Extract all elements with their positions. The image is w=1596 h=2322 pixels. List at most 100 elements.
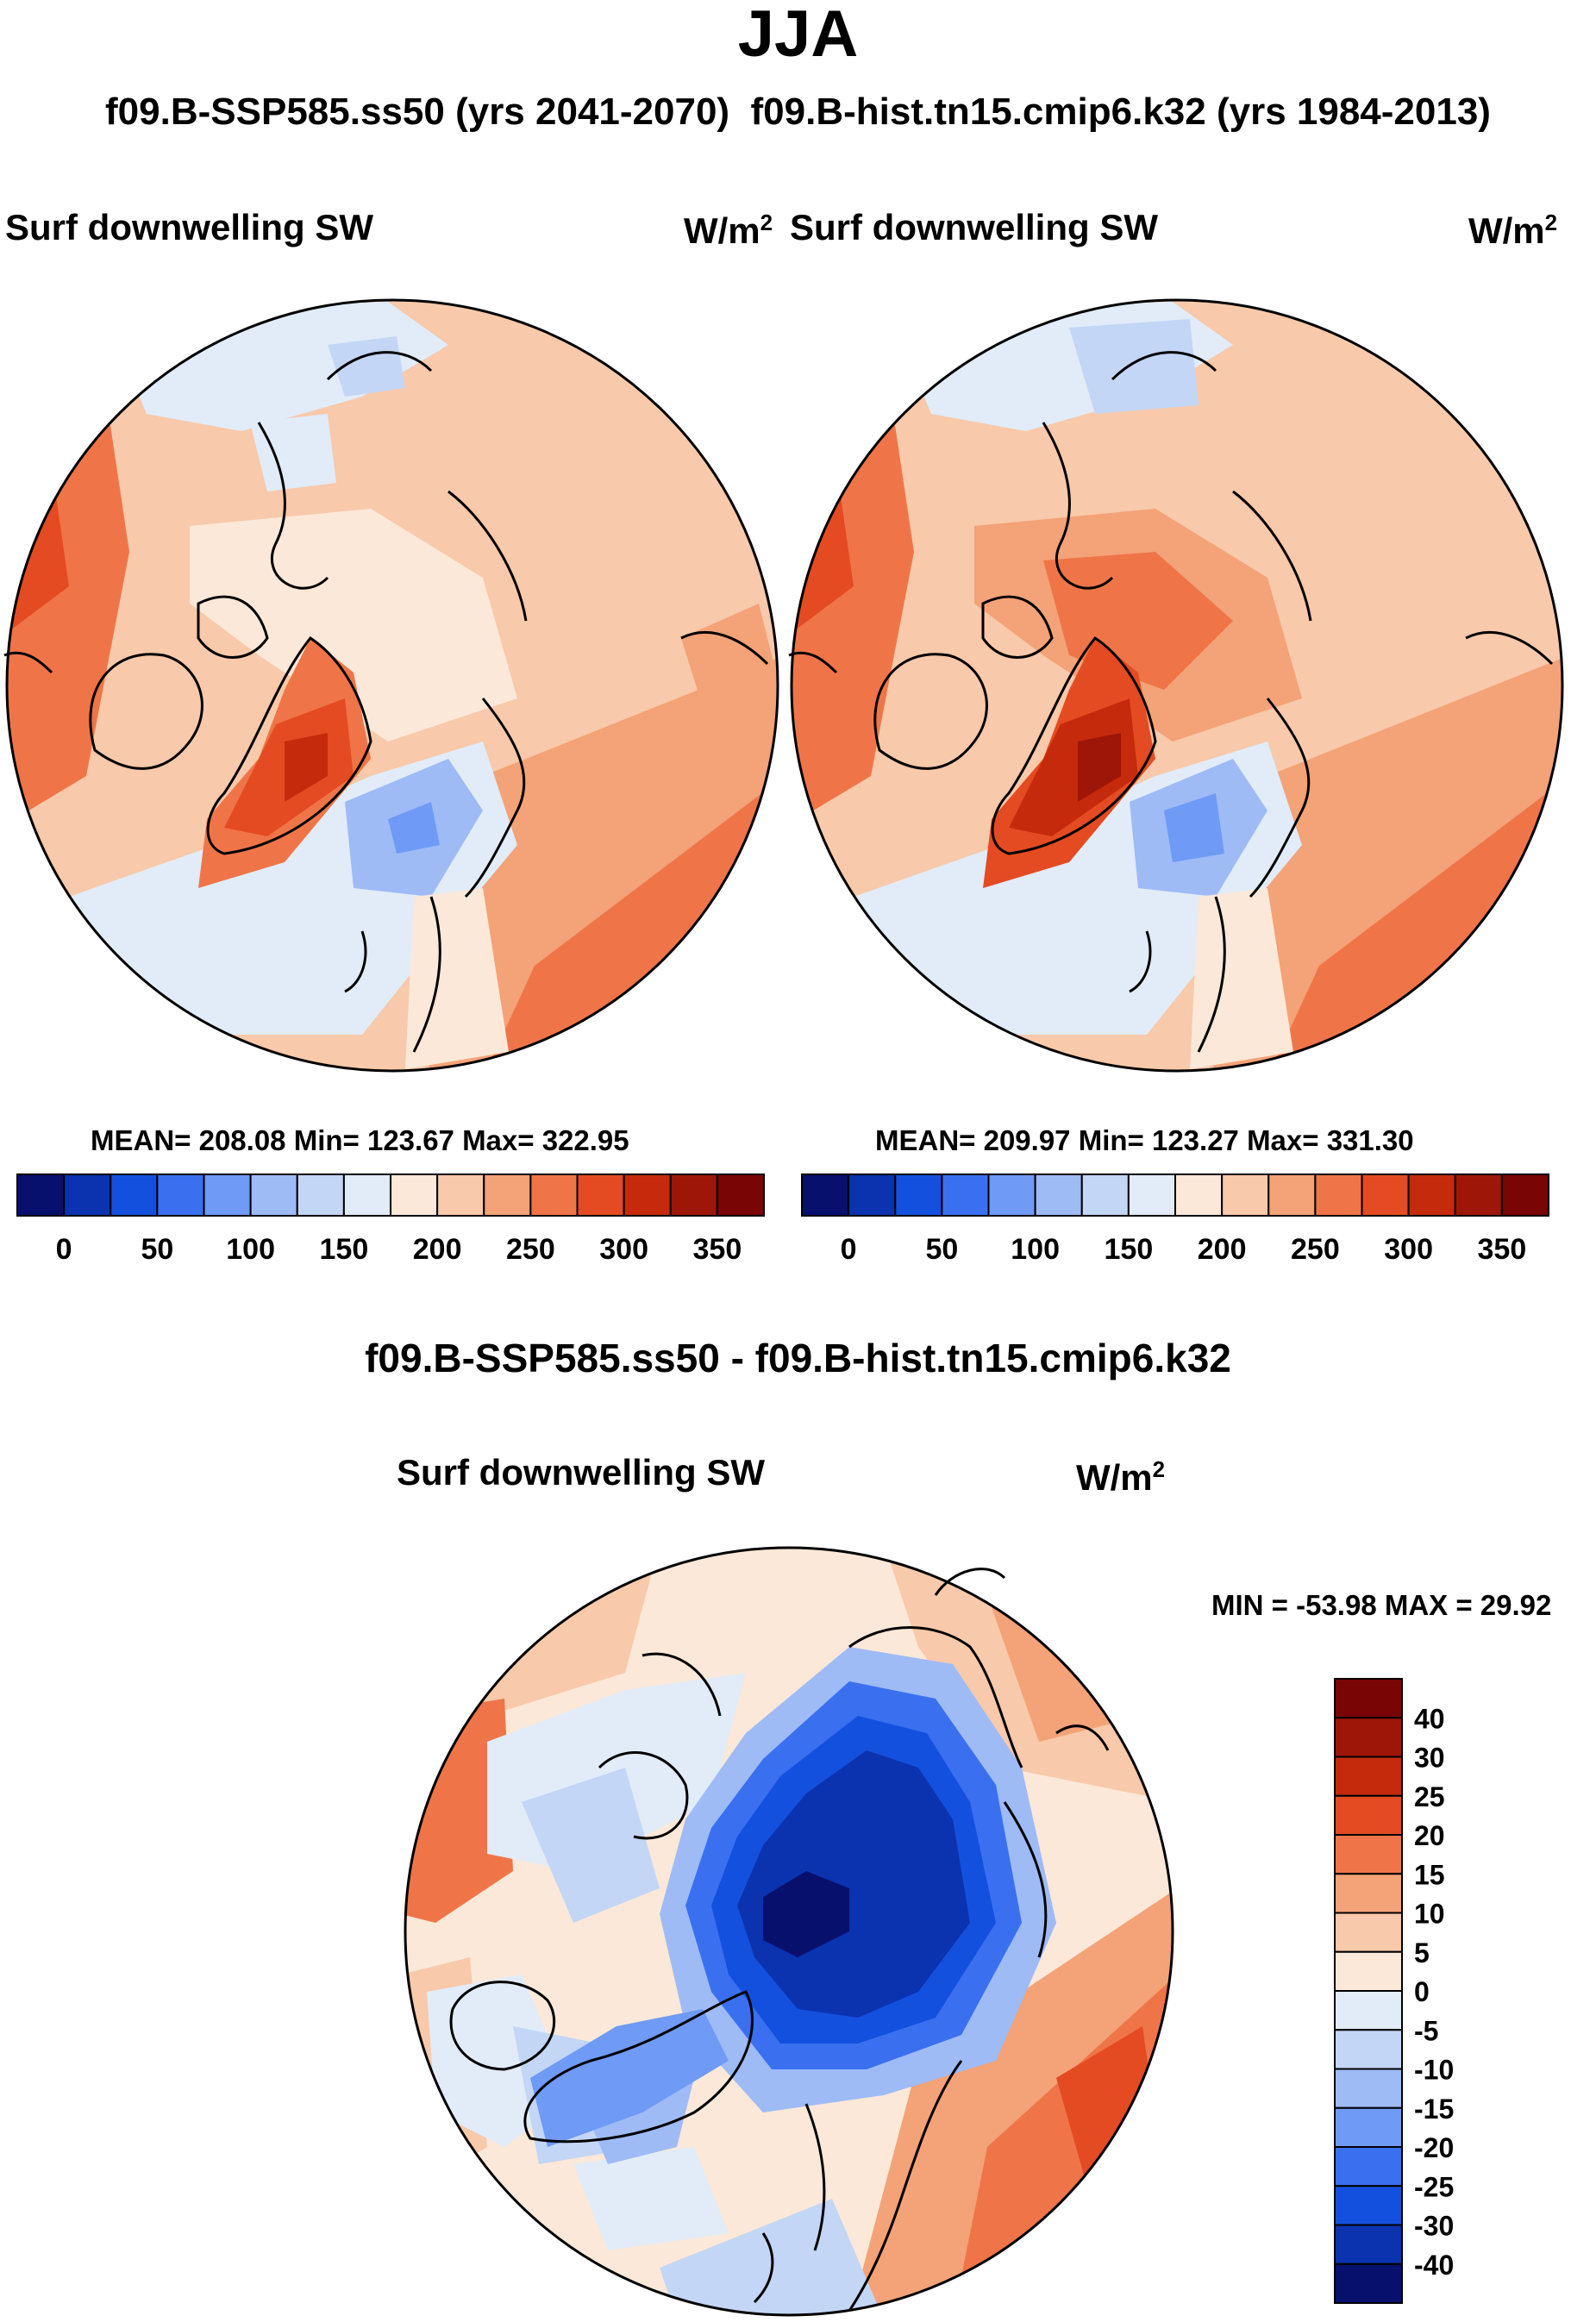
map1-field — [7, 300, 778, 1071]
header-left-case: f09.B-SSP585.ss50 (yrs 2041-2070) — [105, 91, 730, 133]
colorbar-tick-label: 10 — [1414, 1899, 1445, 1930]
figure-header: f09.B-SSP585.ss50 (yrs 2041-2070) f09.B-… — [0, 90, 1596, 135]
colorbar-swatch — [342, 1174, 391, 1217]
colorbar-swatch — [1500, 1174, 1549, 1217]
colorbar-tick-label: -20 — [1414, 2132, 1454, 2163]
colorbar-tick-label: 50 — [141, 1233, 173, 1266]
colorbar-tick-label: 30 — [1414, 1743, 1445, 1774]
colorbar-tick-label: 200 — [1198, 1233, 1247, 1266]
panel2-units: W/m2 — [1468, 210, 1558, 251]
colorbar-swatch — [1127, 1174, 1176, 1217]
map1-boundary — [5, 298, 779, 1073]
colorbar-panel2: 0 50 100 150 200 250 300 350 — [801, 1174, 1549, 1266]
colorbar-tick-label: 350 — [1478, 1233, 1527, 1266]
colorbar-swatch — [1221, 1174, 1270, 1217]
map1-coastlines — [3, 351, 769, 1053]
colorbar-swatch — [576, 1174, 625, 1217]
colorbar-swatch — [716, 1174, 765, 1217]
colorbar-swatch — [1334, 1834, 1403, 1875]
colorbar-swatch — [390, 1174, 439, 1217]
colorbar-swatch — [1080, 1174, 1130, 1217]
colorbar-swatch — [203, 1174, 252, 1217]
colorbar-swatch — [669, 1174, 718, 1217]
map-panel2 — [788, 298, 1564, 1073]
colorbar-tick-label: -10 — [1414, 2055, 1454, 2086]
colorbar-tick-label: 150 — [320, 1233, 369, 1266]
colorbar-tick-label: 100 — [226, 1233, 275, 1266]
colorbar-swatch — [1334, 1950, 1403, 1992]
colorbar-tick-label: 300 — [1384, 1233, 1433, 1266]
colorbar-swatch — [1334, 2185, 1403, 2226]
map3-boundary — [404, 1546, 1174, 2317]
colorbar-swatch — [1407, 1174, 1456, 1217]
difference-title: f09.B-SSP585.ss50 - f09.B-hist.tn15.cmip… — [365, 1336, 1231, 1380]
colorbar-swatch — [296, 1174, 345, 1217]
colorbar-tick-label: -15 — [1414, 2094, 1454, 2125]
map2-coastlines — [788, 351, 1554, 1053]
colorbar-swatch — [156, 1174, 205, 1217]
colorbar-tick-label: 0 — [1414, 1976, 1430, 2007]
colorbar-swatch — [1454, 1174, 1503, 1217]
colorbar-swatch — [1314, 1174, 1363, 1217]
panel2-stats: MEAN= 209.97 Min= 123.27 Max= 331.30 — [875, 1124, 1414, 1156]
colorbar-swatch — [249, 1174, 298, 1217]
colorbar-swatch — [1334, 1912, 1403, 1953]
colorbar-tick-label: 150 — [1105, 1233, 1154, 1266]
colorbar-tick-label: 0 — [56, 1233, 72, 1266]
colorbar-swatch — [1267, 1174, 1317, 1217]
colorbar-swatch — [1361, 1174, 1410, 1217]
colorbar-swatch — [1334, 2106, 1403, 2148]
colorbar-swatch — [1334, 2263, 1403, 2304]
colorbar-swatch — [848, 1174, 897, 1217]
colorbar-swatch — [1334, 1678, 1403, 1719]
colorbar-tick-label: 15 — [1414, 1859, 1445, 1890]
colorbar-swatch — [63, 1174, 112, 1217]
colorbar-swatch — [941, 1174, 990, 1217]
colorbar-swatch — [894, 1174, 943, 1217]
colorbar-swatch — [483, 1174, 532, 1217]
colorbar-tick-label: 250 — [1291, 1233, 1340, 1266]
map2-field — [792, 300, 1562, 1071]
figure-season-title: JJA — [737, 0, 859, 71]
colorbar-swatch — [436, 1174, 485, 1217]
colorbar-swatch — [1334, 2224, 1403, 2265]
colorbar-tick-label: 300 — [599, 1233, 648, 1266]
colorbar-tick-label: 20 — [1414, 1820, 1445, 1851]
colorbar-tick-label: 40 — [1414, 1703, 1445, 1734]
panel3-title: Surf downwelling SW — [397, 1452, 765, 1493]
colorbar-tick-label: -40 — [1414, 2250, 1454, 2281]
colorbar-swatch — [987, 1174, 1036, 1217]
colorbar-swatch — [1334, 1990, 1403, 2031]
header-right-case: f09.B-hist.tn15.cmip6.k32 (yrs 1984-2013… — [750, 91, 1491, 133]
colorbar-tick-label: 350 — [693, 1233, 742, 1266]
colorbar-tick-label: 250 — [506, 1233, 555, 1266]
map-panel1 — [3, 298, 779, 1073]
colorbar-tick-label: 200 — [413, 1233, 462, 1266]
map2-boundary — [790, 298, 1564, 1073]
colorbar-tick-label: -25 — [1414, 2171, 1454, 2202]
panel3-stats: MIN = -53.98 MAX = 29.92 — [1211, 1589, 1552, 1621]
colorbar-tick-label: 100 — [1011, 1233, 1060, 1266]
map3-coastlines — [449, 1568, 1110, 2312]
panel3-units: W/m2 — [1076, 1456, 1166, 1498]
colorbar-tick-label: 5 — [1414, 1937, 1430, 1968]
colorbar-swatch — [16, 1174, 66, 1217]
colorbar-swatch — [1334, 1717, 1403, 1758]
colorbar-swatch — [1034, 1174, 1083, 1217]
colorbar-swatch — [1174, 1174, 1224, 1217]
colorbar-swatch — [529, 1174, 579, 1217]
colorbar-swatch — [1334, 1873, 1403, 1914]
colorbar-swatch — [1334, 1756, 1403, 1797]
colorbar-swatch — [1334, 2068, 1403, 2109]
colorbar-swatch — [1334, 2146, 1403, 2187]
colorbar-tick-label: -30 — [1414, 2211, 1454, 2242]
colorbar-tick-label: 0 — [841, 1233, 857, 1266]
map-panel3 — [404, 1546, 1174, 2317]
panel1-units: W/m2 — [684, 210, 773, 251]
colorbar-panel1: 0 50 100 150 200 250 300 350 — [16, 1174, 765, 1266]
colorbar-swatch — [623, 1174, 672, 1217]
panel1-stats: MEAN= 208.08 Min= 123.67 Max= 322.95 — [91, 1124, 629, 1156]
colorbar-swatch — [1334, 2029, 1403, 2070]
colorbar-tick-label: -5 — [1414, 2015, 1438, 2046]
colorbar-swatch — [110, 1174, 159, 1217]
